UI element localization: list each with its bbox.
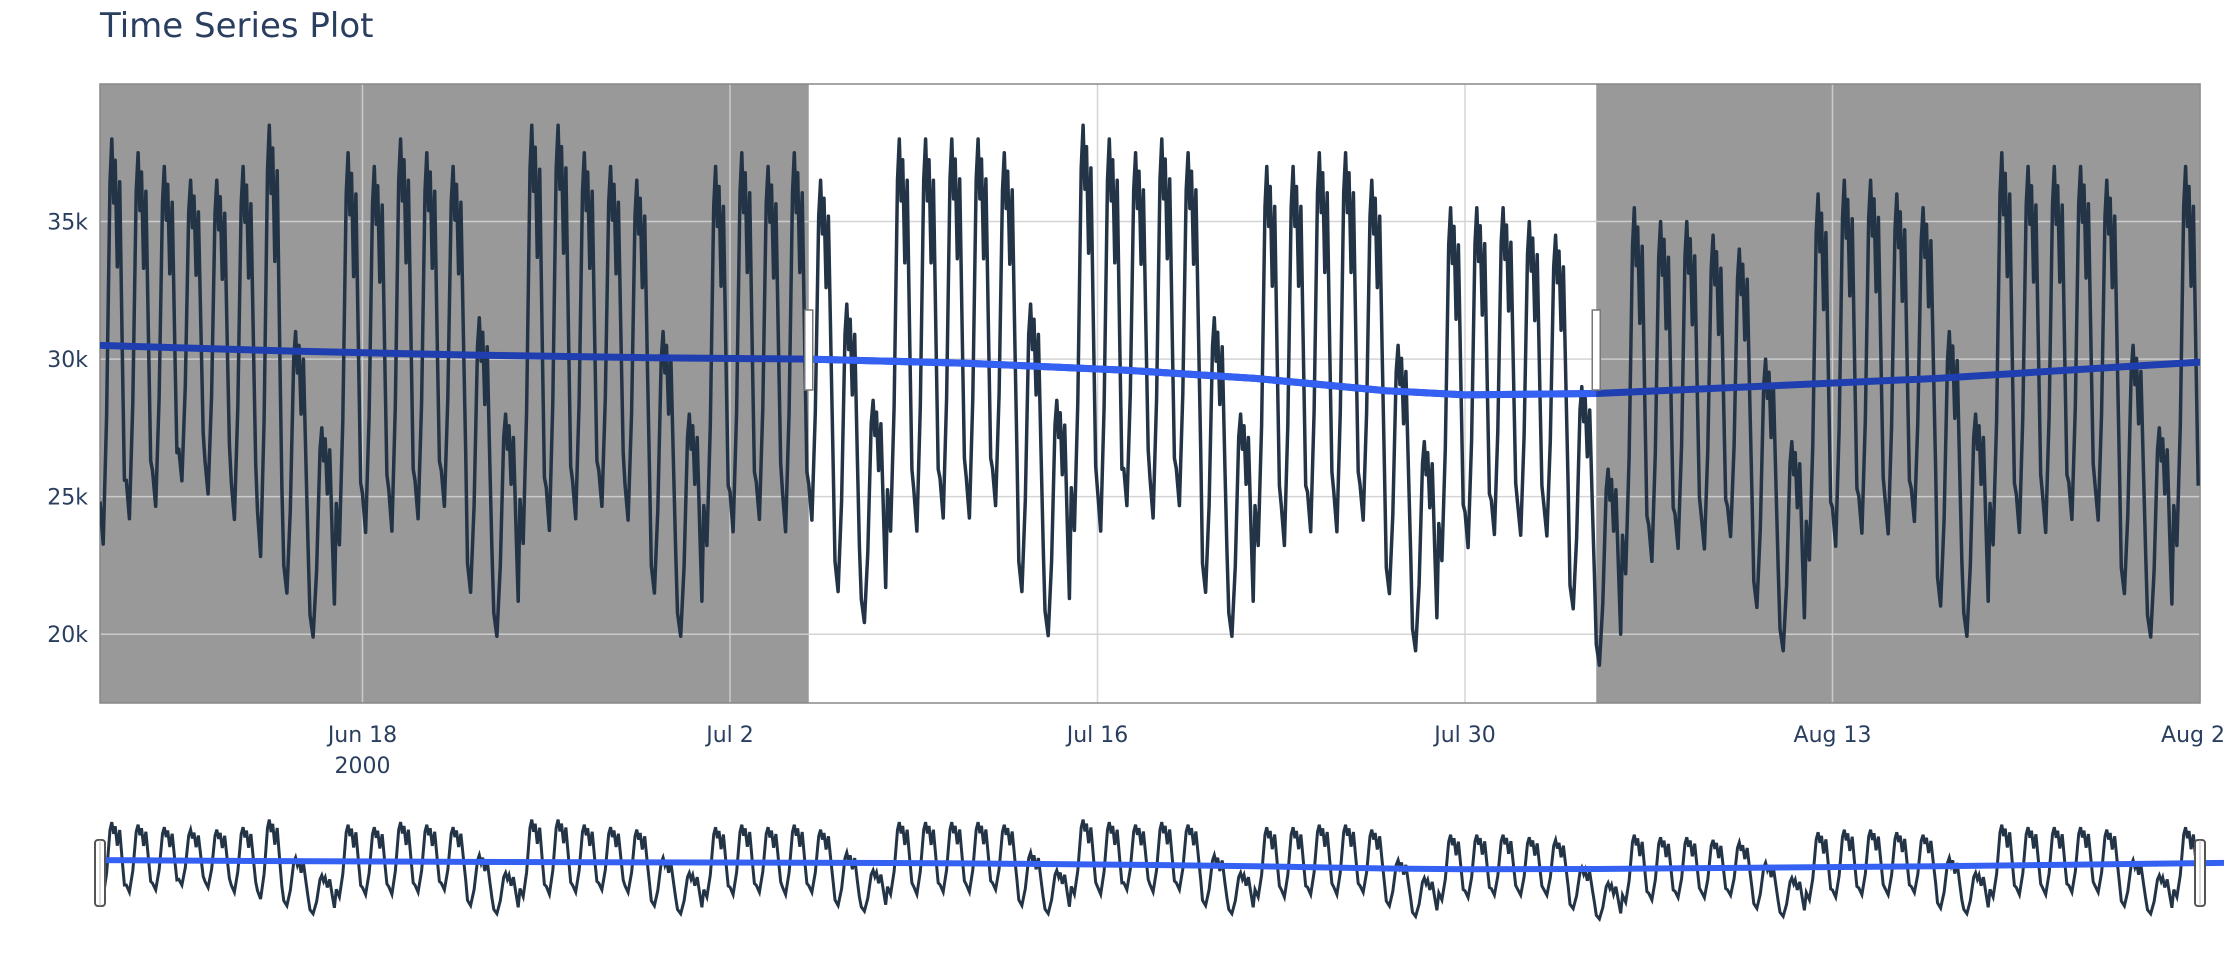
y-tick-label: 20k xyxy=(47,623,88,648)
range-slider[interactable] xyxy=(94,819,2224,923)
shade-boundary-handle-1 xyxy=(804,309,814,391)
observed-series-line xyxy=(100,123,2200,667)
x-tick-label: Jul 30 xyxy=(1432,723,1496,748)
y-tick-label: 30k xyxy=(47,348,88,373)
plot-border xyxy=(99,83,2201,704)
x-tick-label: Jun 18 xyxy=(326,723,397,748)
x-tick-label: Jul 16 xyxy=(1065,723,1129,748)
shaded-region-2 xyxy=(1596,84,2200,703)
trend-line-highlighted xyxy=(808,355,1597,399)
y-tick-label: 25k xyxy=(47,486,88,511)
x-tick-label: Aug 13 xyxy=(1794,723,1872,748)
shade-boundary-handle-2 xyxy=(1591,309,1601,391)
y-tick-label: 35k xyxy=(47,211,88,236)
chart-title: Time Series Plot xyxy=(100,6,374,46)
x-tick-label: Aug 27 xyxy=(2161,723,2224,748)
x-tick-label: Jul 2 xyxy=(704,723,754,748)
range-slider-trend-line xyxy=(99,857,2224,873)
range-slider-series-line xyxy=(98,819,2200,923)
x-tick-sublabel: 2000 xyxy=(335,754,391,779)
